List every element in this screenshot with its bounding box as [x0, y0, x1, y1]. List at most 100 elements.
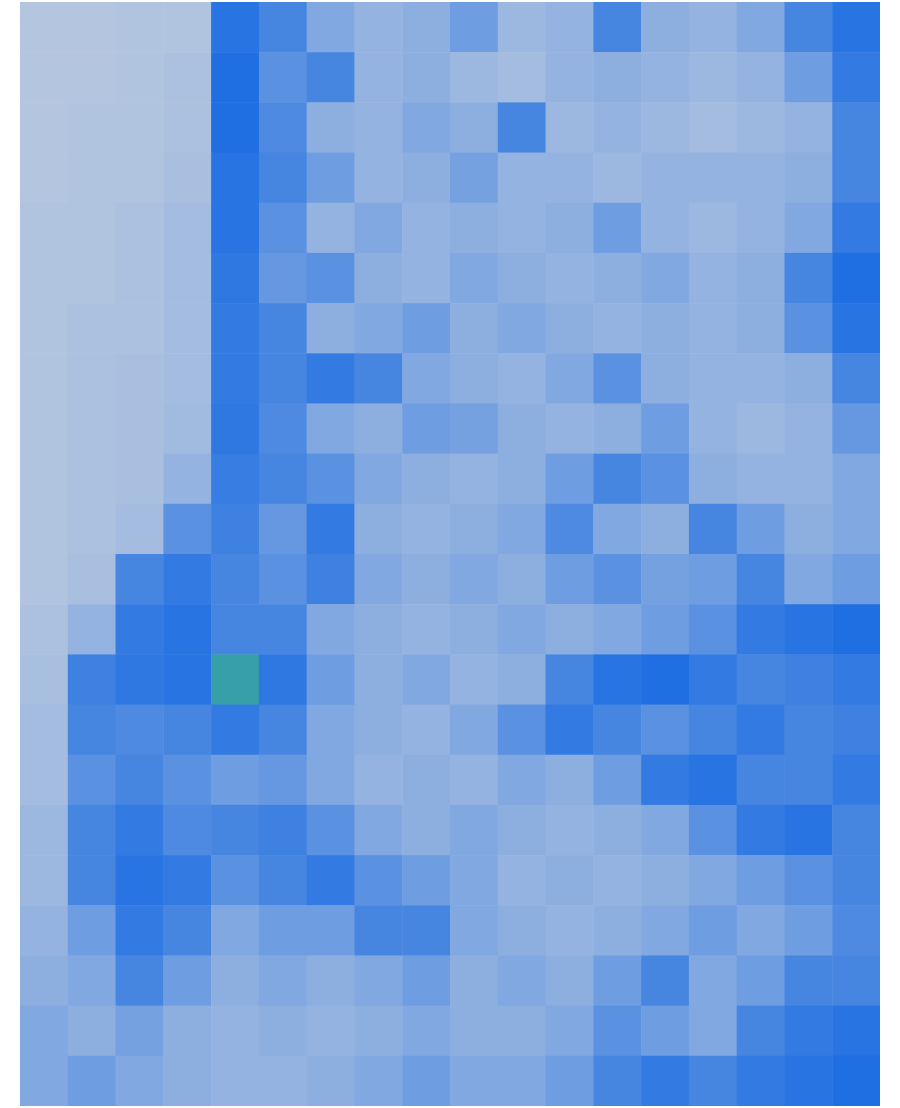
- heat-cell: [259, 604, 307, 655]
- heat-cell: [307, 755, 355, 806]
- heat-cell: [259, 102, 307, 153]
- heat-cell: [832, 905, 880, 956]
- heat-cell: [498, 454, 546, 505]
- heat-cell: [832, 855, 880, 906]
- heat-cell: [689, 2, 737, 53]
- heat-cell: [641, 353, 689, 404]
- heat-cell: [402, 1056, 450, 1106]
- heat-cell: [354, 253, 402, 304]
- heat-cell: [593, 403, 641, 454]
- heat-cell: [68, 504, 116, 555]
- heat-cell: [402, 153, 450, 204]
- heat-cell: [641, 705, 689, 756]
- heat-cell: [689, 654, 737, 705]
- heat-cell: [307, 604, 355, 655]
- heat-cell: [402, 102, 450, 153]
- heat-cell: [689, 755, 737, 806]
- heat-cell: [20, 855, 68, 906]
- heat-cell: [498, 2, 546, 53]
- heat-cell: [593, 905, 641, 956]
- heat-cell: [68, 654, 116, 705]
- heat-cell: [784, 554, 832, 605]
- heat-cell: [163, 755, 211, 806]
- heat-cell: [832, 353, 880, 404]
- heat-cell: [20, 403, 68, 454]
- heat-cell: [546, 102, 594, 153]
- heat-cell: [259, 203, 307, 254]
- heat-cell: [832, 2, 880, 53]
- heat-cell: [498, 153, 546, 204]
- heat-cell: [450, 403, 498, 454]
- heat-cell: [20, 1006, 68, 1057]
- heat-cell: [20, 654, 68, 705]
- heat-cell: [402, 554, 450, 605]
- heat-cell: [737, 153, 785, 204]
- heat-cell: [211, 755, 259, 806]
- heat-cell: [116, 303, 164, 354]
- heat-cell: [68, 1056, 116, 1106]
- heat-cell: [689, 1006, 737, 1057]
- heat-cell: [68, 102, 116, 153]
- heat-cell: [689, 253, 737, 304]
- heat-cell: [354, 755, 402, 806]
- heat-cell: [163, 805, 211, 856]
- heat-cell: [354, 303, 402, 354]
- heat-cell: [211, 102, 259, 153]
- heat-cell: [784, 654, 832, 705]
- heat-cell: [402, 52, 450, 103]
- heat-cell: [641, 504, 689, 555]
- heat-cell: [402, 905, 450, 956]
- heat-cell: [211, 153, 259, 204]
- heat-cell: [307, 855, 355, 906]
- heat-cell: [211, 855, 259, 906]
- heat-cell: [498, 955, 546, 1006]
- heat-cell: [689, 52, 737, 103]
- heat-cell: [402, 253, 450, 304]
- heat-cell: [498, 905, 546, 956]
- heat-cell: [211, 1006, 259, 1057]
- heat-cell: [689, 454, 737, 505]
- heat-cell: [354, 504, 402, 555]
- heat-cell: [593, 203, 641, 254]
- heat-cell: [354, 554, 402, 605]
- heat-cell: [689, 805, 737, 856]
- heat-cell: [689, 303, 737, 354]
- heat-cell: [641, 955, 689, 1006]
- heat-cell: [450, 454, 498, 505]
- heat-cell: [450, 1056, 498, 1106]
- heat-cell: [689, 203, 737, 254]
- heat-cell: [116, 353, 164, 404]
- heat-cell: [737, 905, 785, 956]
- heat-cell: [546, 554, 594, 605]
- heat-cell: [116, 52, 164, 103]
- heat-cell: [593, 504, 641, 555]
- heat-cell: [402, 353, 450, 404]
- heat-cell: [211, 955, 259, 1006]
- heat-cell: [641, 805, 689, 856]
- heat-cell: [737, 805, 785, 856]
- heat-cell: [116, 905, 164, 956]
- heat-cell: [259, 353, 307, 404]
- heat-cell: [784, 755, 832, 806]
- heat-cell: [593, 755, 641, 806]
- heat-cell: [737, 604, 785, 655]
- heat-cell: [832, 705, 880, 756]
- heat-cell: [784, 153, 832, 204]
- heat-cell: [259, 654, 307, 705]
- heat-cell: [402, 654, 450, 705]
- heat-cell: [354, 654, 402, 705]
- heat-cell: [832, 1006, 880, 1057]
- heat-cell: [641, 855, 689, 906]
- heat-cell: [784, 203, 832, 254]
- heat-cell: [593, 604, 641, 655]
- heat-cell: [689, 153, 737, 204]
- heat-cell: [593, 2, 641, 53]
- plot-area: [20, 2, 881, 1107]
- heat-cell: [593, 654, 641, 705]
- heat-cell: [450, 303, 498, 354]
- heat-cell: [116, 454, 164, 505]
- heat-cell: [737, 52, 785, 103]
- heat-cell: [593, 253, 641, 304]
- heat-cell: [593, 454, 641, 505]
- heat-cell: [832, 654, 880, 705]
